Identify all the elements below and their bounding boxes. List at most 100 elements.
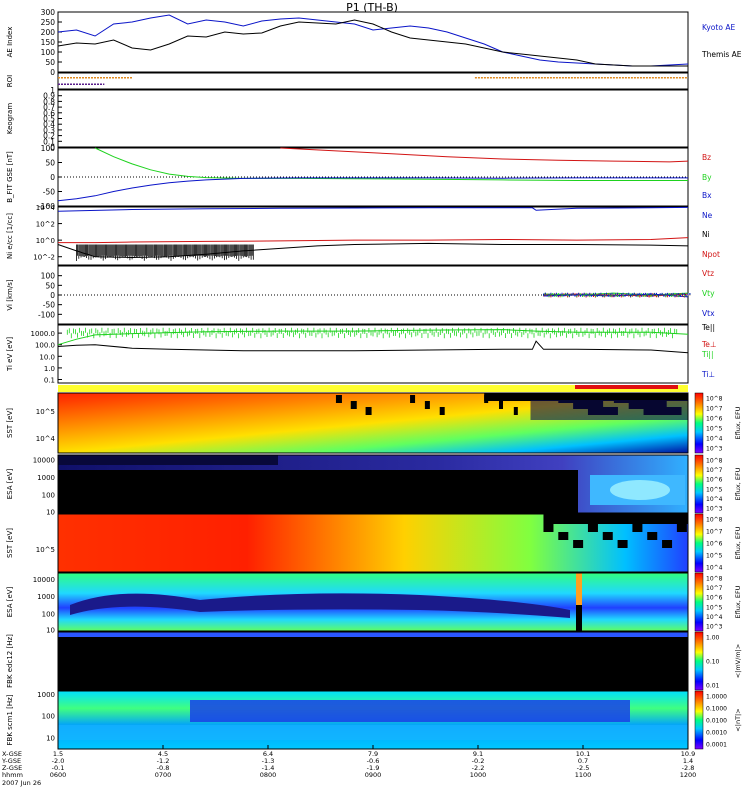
ytick-label: 1000 [37,593,55,601]
series-line [57,329,689,346]
panel-keogram: Keogram 00.10.20.30.40.50.60.70.80.91 [6,86,689,152]
ytick-label: 100.0 [35,342,55,350]
ytick-label: 10000 [33,457,55,465]
ytick-label: 1000 [37,691,55,699]
colorbar-tick: 10^4 [706,496,723,503]
axis-tick-label: 9.1 [473,750,483,758]
series-line [58,237,689,244]
colorbar-tick: 10^7 [706,585,723,592]
colorbar-tick: 10^7 [706,467,723,474]
series-line [94,147,688,181]
ytick-label: 0.2 [43,132,55,141]
colorbar-label: Eflux, EFU [734,406,742,439]
ytick-label: 0 [50,68,55,77]
ytick-label: 100 [41,272,56,281]
ytick-label: 10^4 [36,204,56,212]
colorbar-label: <|nT|> [734,708,742,731]
colorbar-tick: 10^5 [706,604,723,611]
colorbar-tick: 10^8 [706,576,723,583]
legend-entry: Ne [702,211,713,220]
colorbar-label: Eflux, EFU [734,585,742,618]
ytick-label: 0.1 [43,137,55,146]
fbk2-ylabel: FBK scm1 [Hz] [6,694,14,745]
legend-entry: Npot [702,250,720,259]
series-line [57,14,689,67]
colorbar-label: Eflux, EFU [734,467,742,500]
plot-title: P1 (TH-B) [346,1,398,14]
ytick-label: 0.7 [43,103,55,112]
axis-tick-label: 7.9 [368,750,378,758]
esa1-ylabel: ESA [eV] [6,468,14,499]
ytick-label: 10^5 [36,408,55,416]
axis-tick-label: 0.7 [578,757,588,765]
spectrogram-fbk1 [58,632,688,690]
ytick-label: 1.0 [44,365,55,373]
panel-ti: Ti eV [eV]1000.0100.010.01.00.1Te||Te⊥Ti… [6,323,716,385]
spectrogram-sst2 [58,514,688,572]
legend-entry: By [702,173,712,182]
legend-entry: Bx [702,191,712,200]
bfit-ylabel: B_FIT GSE [nT] [6,151,14,203]
axis-row-label: Y-GSE [1,757,21,765]
colorbar-tick: 10^3 [706,624,723,631]
colorbar [694,631,704,691]
ytick-label: 10^5 [36,546,55,554]
legend-entry: Themis AE [701,50,742,59]
ytick-label: 100 [42,491,55,499]
colorbar [694,572,704,632]
axis-row-label: Z-GSE [2,764,22,772]
spectrogram-sst1 [58,393,688,453]
ytick-label: 200 [41,28,56,37]
axis-tick-label: -0.8 [157,764,170,772]
colorbar-tick: 10^3 [706,506,723,513]
axis-tick-label: -2.2 [472,764,485,772]
colorbar-label: <|mV/m|> [734,644,742,679]
legend-entry: Vty [702,289,715,298]
legend-entry: Bz [702,153,711,162]
ytick-label: 0.4 [43,120,55,129]
ytick-label: 50 [45,58,55,67]
axis-tick-label: -0.1 [52,764,65,772]
axis-tick-label: 1.4 [683,757,693,765]
colorbar-tick: 10^3 [706,446,723,453]
series-line [57,177,688,202]
axis-tick-label: 10.9 [681,750,695,758]
ni-ylabel: Ni e/cc [1/cc] [6,213,14,259]
ytick-label: 50 [45,281,55,290]
ytick-label: 10^2 [36,221,55,229]
ytick-label: 0.9 [43,92,55,101]
axis-tick-label: -0.2 [472,757,485,765]
colorbar-tick: 1.0000 [706,694,727,701]
ytick-label: 0.8 [43,97,55,106]
ni-noise [76,244,254,261]
colorbar-tick: 10^5 [706,426,723,433]
axis-tick-label: 10.1 [576,750,590,758]
colorbar-tick: 10^4 [706,565,723,572]
ytick-label: 0 [50,143,55,152]
axis-tick-label: 0700 [155,771,172,779]
ytick-label: 0.3 [43,126,55,135]
spectrogram-esa1 [58,455,688,513]
axis-tick-label: -0.6 [367,757,380,765]
colorbar-tick: 1.00 [706,635,720,642]
series-line [57,340,689,354]
axis-tick-label: 4.5 [158,750,168,758]
colorbar-tick: 10^8 [706,517,723,524]
panel-roi: ROI [6,72,689,90]
colorbar-tick: 10^8 [706,458,723,465]
ti-noise [66,327,678,339]
vi-ylabel: Vi [km/s] [6,279,14,310]
axis-tick-label: 6.4 [263,750,273,758]
legend-entry: Te|| [701,323,715,332]
legend-entry: Vtz [702,269,714,278]
panel-ni: Ni e/cc [1/cc] 10^4 10^2 10^0 10^-2 Ne Ni Npot [6,204,720,266]
colorbar-tick: 10^8 [706,396,723,403]
series-line [57,19,688,67]
colorbar-tick: 0.1000 [706,706,727,713]
colorbar-label: Eflux, EFU [734,526,742,559]
fbk1-ylabel: FBK edc12 [Hz] [6,634,14,688]
ytick-label: 300 [41,8,56,17]
ytick-label: 100 [41,144,56,153]
